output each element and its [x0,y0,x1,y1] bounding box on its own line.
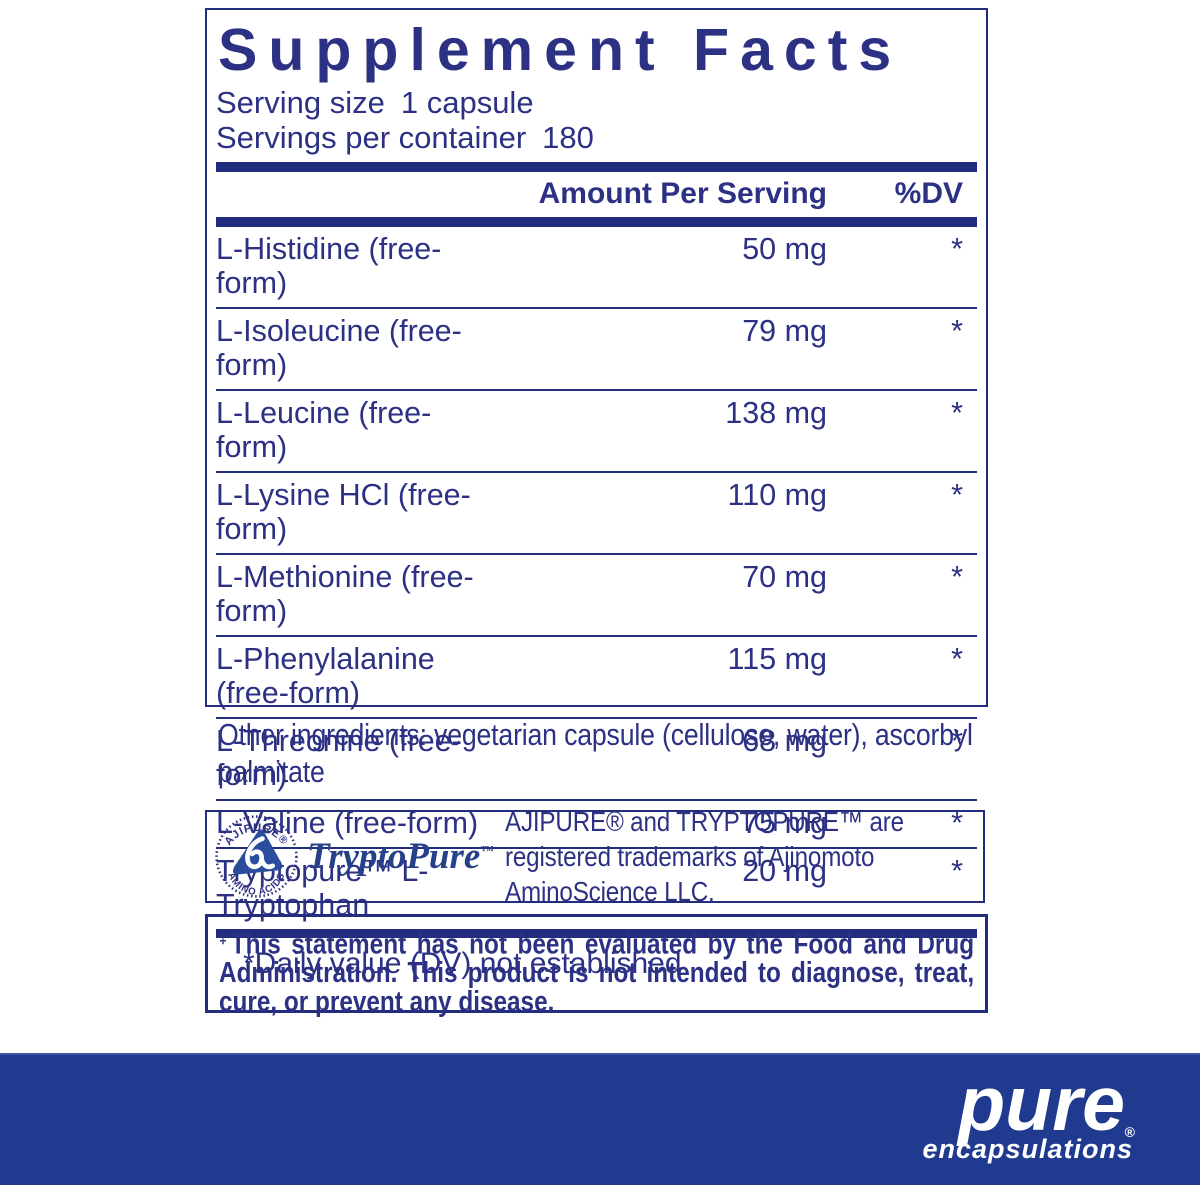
amount-per-serving-header: Amount Per Serving [538,177,827,210]
dv-header: %DV [894,177,963,210]
ingredient-amount: 138 mg [725,396,827,430]
thick-rule-bottom [216,929,977,938]
thick-rule-header-bottom [216,217,977,227]
tryptopure-tm-symbol: ™ [480,842,494,858]
svg-text:AMINO ACIDS: AMINO ACIDS [225,871,287,898]
table-header-row: Amount Per Serving %DV [216,172,977,217]
ingredient-dv: * [951,314,963,348]
table-row: L-Lysine HCl (free-form) 110 mg * [216,471,977,553]
servings-per-container-value: 180 [542,119,594,155]
other-ingredients: Other ingredients: vegetarian capsule (c… [218,717,973,789]
brand-subname: encapsulations [922,1134,1133,1164]
ingredient-amount: 20 mg [742,854,827,888]
dv-footnote: *Daily value (DV) not established [243,947,682,980]
ingredient-dv: * [951,396,963,430]
trademark-statement: AJIPURE® and TRYPTOPURE™ are registered … [505,806,905,907]
ingredient-dv: * [951,560,963,594]
ingredient-dv: * [951,854,963,888]
brand-name: pure [958,1061,1125,1147]
ingredient-amount: 70 mg [742,560,827,594]
ajipure-logo-bottom-text: AMINO ACIDS [225,871,287,898]
table-row: L-Methionine (free-form) 70 mg * [216,553,977,635]
supplement-facts-panel: Supplement Facts Serving size 1 capsule S… [205,8,988,980]
serving-size-line: Serving size 1 capsule [216,85,977,121]
ingredient-name: L-Leucine (free-form) [216,396,432,464]
ingredient-dv: * [951,724,963,758]
trademark-box: AJIPURE® AMINO ACIDS TryptoPure™ AJIPURE… [205,806,985,907]
ingredient-amount: 68 mg [742,724,827,758]
table-row: L-Histidine (free-form) 50 mg * [216,227,977,307]
serving-info: Serving size 1 capsule Servings per conta… [216,85,977,156]
servings-per-container-line: Servings per container 180 [216,119,977,156]
table-row: L-Leucine (free-form) 138 mg * [216,389,977,471]
ingredient-name: L-Histidine (free-form) [216,232,442,300]
ingredient-amount: 50 mg [742,232,827,266]
ingredient-amount: 79 mg [742,314,827,348]
panel-title: Supplement Facts [218,17,903,83]
ingredient-dv: * [951,232,963,266]
ajipure-logo-icon: AJIPURE® AMINO ACIDS [215,815,298,898]
serving-size-label: Serving size [216,85,385,120]
fda-disclaimer-body: This statement has not been evaluated by… [219,928,975,1018]
ingredient-dv: * [951,806,963,840]
ingredient-dv: * [951,642,963,676]
dagger-symbol: ‡ [219,928,231,947]
tryptopure-wordmark-text: TryptoPure [307,836,481,877]
ingredient-dv: * [951,478,963,512]
ingredient-name: L-Phenylalanine (free-form) [216,642,435,710]
pure-encapsulations-logo: pure ® encapsulations [922,1061,1135,1164]
ingredient-name: L-Threonine (free-form) [216,724,462,792]
table-row: L-Phenylalanine (free-form) 115 mg * [216,635,977,717]
ingredient-name: L-Methionine (free-form) [216,560,474,628]
fda-disclaimer-text: ‡This statement has not been evaluated b… [219,924,974,1016]
ingredient-name: L-Isoleucine (free-form) [216,314,462,382]
registered-mark-icon: ® [1124,1124,1135,1140]
brand-band: pure ® encapsulations [0,1053,1200,1185]
ingredient-amount: 110 mg [727,478,827,512]
table-row: L-Threonine (free-form) 68 mg * [216,717,977,799]
servings-per-container-label: Servings per container [216,119,527,155]
table-row: L-Isoleucine (free-form) 79 mg * [216,307,977,389]
ingredient-name: L-Lysine HCl (free-form) [216,478,471,546]
thick-rule-top [216,162,977,172]
tryptopure-wordmark: TryptoPure™ [307,835,493,878]
fda-disclaimer-box: ‡This statement has not been evaluated b… [205,914,988,1016]
serving-size-value: 1 capsule [400,85,534,120]
ingredient-amount: 115 mg [727,642,827,676]
